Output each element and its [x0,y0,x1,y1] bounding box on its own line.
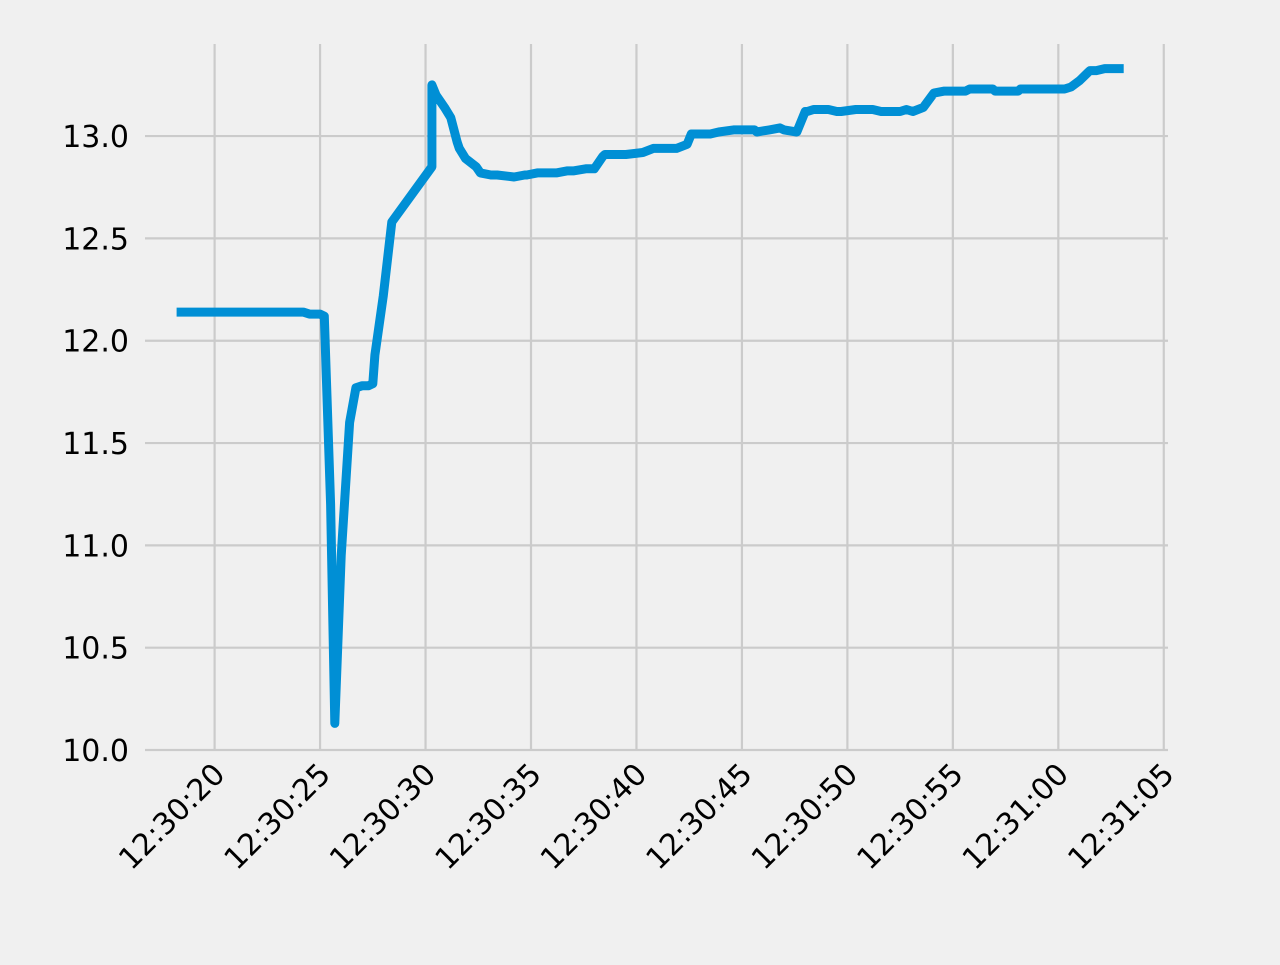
y-tick-label: 12.0 [62,325,129,360]
x-tick-label: 12:30:20 [112,757,232,877]
x-tick-label: 12:30:35 [429,757,549,877]
series-line [176,64,1124,728]
y-axis-tick-labels: 10.0 10.5 11.0 11.5 12.0 12.5 13.0 [62,120,129,769]
x-tick-label: 12:30:40 [534,757,654,877]
x-tick-label: 12:30:50 [745,757,865,877]
x-tick-label: 12:31:00 [956,757,1076,877]
y-tick-label: 10.5 [62,632,129,667]
y-tick-label: 11.0 [62,529,129,564]
y-tick-label: 10.0 [62,734,129,769]
x-tick-label: 12:30:55 [850,757,970,877]
series-layer [176,64,1124,728]
x-tick-label: 12:30:25 [218,757,338,877]
y-tick-label: 11.5 [62,427,129,462]
x-tick-label: 12:31:05 [1061,757,1181,877]
x-tick-label: 12:30:45 [640,757,760,877]
grid-lines [145,44,1168,752]
y-tick-label: 13.0 [62,120,129,155]
x-tick-label: 12:30:30 [323,757,443,877]
y-tick-label: 12.5 [62,222,129,257]
x-axis-tick-labels: 12:30:2012:30:2512:30:3012:30:3512:30:40… [112,757,1181,877]
